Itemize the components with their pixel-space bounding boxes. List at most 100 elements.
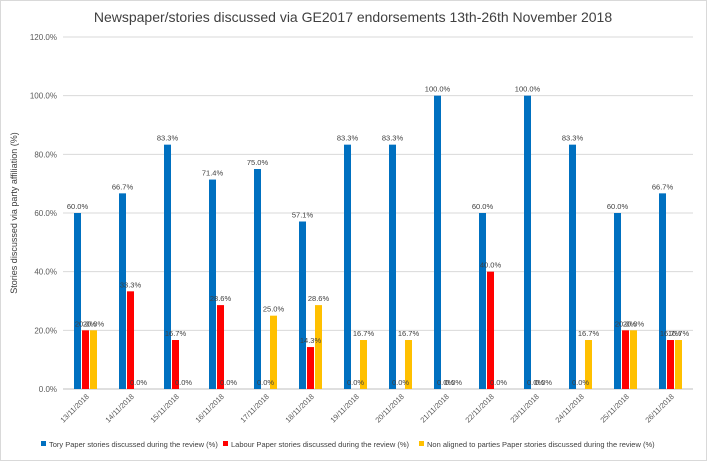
legend-label: Labour Paper stories discussed during th… [231, 440, 410, 449]
bar-series-2-13/11/2018 [90, 330, 97, 389]
bar-series-2-24/11/2018 [585, 340, 592, 389]
x-tick-label: 23/11/2018 [508, 392, 541, 425]
data-label: 28.6% [210, 294, 232, 303]
legend-label: Non aligned to parties Paper stories dis… [427, 440, 655, 449]
data-label: 83.3% [562, 134, 584, 143]
y-tick-label: 60.0% [34, 209, 57, 218]
bar-series-0-16/11/2018 [209, 179, 216, 389]
data-label: 0.0% [220, 378, 237, 387]
bar-series-0-20/11/2018 [389, 144, 396, 389]
data-label: 20.0% [75, 319, 97, 328]
data-label: 100.0% [425, 85, 451, 94]
data-label: 16.7% [668, 329, 690, 338]
data-label: 0.0% [572, 378, 589, 387]
legend-swatch [419, 441, 424, 446]
data-label: 66.7% [112, 182, 134, 191]
bar-series-0-15/11/2018 [164, 144, 171, 389]
bar-series-2-17/11/2018 [270, 315, 277, 389]
data-label: 71.4% [202, 169, 224, 178]
y-tick-label: 40.0% [34, 268, 57, 277]
data-label: 16.7% [165, 329, 187, 338]
y-tick-label: 0.0% [39, 385, 57, 394]
x-tick-label: 25/11/2018 [598, 392, 631, 425]
chart-title: Newspaper/stories discussed via GE2017 e… [94, 9, 613, 25]
y-tick-label: 80.0% [34, 150, 57, 159]
legend-label: Tory Paper stories discussed during the … [49, 440, 218, 449]
bar-series-1-14/11/2018 [127, 291, 134, 389]
x-tick-label: 24/11/2018 [553, 392, 586, 425]
x-tick-label: 21/11/2018 [418, 392, 451, 425]
y-tick-label: 20.0% [34, 326, 57, 335]
data-label: 0.0% [257, 378, 274, 387]
data-labels: 60.0%20.0%20.0%66.7%33.3%0.0%83.3%16.7%0… [67, 85, 690, 387]
data-label: 16.7% [398, 329, 420, 338]
bar-series-0-23/11/2018 [524, 95, 531, 390]
x-axis-ticks: 13/11/2018 14/11/2018 15/11/2018 16/11/2018… [58, 392, 676, 425]
data-label: 20.0% [615, 319, 637, 328]
data-label: 33.3% [120, 280, 142, 289]
data-label: 16.7% [353, 329, 375, 338]
bar-series-1-25/11/2018 [622, 330, 629, 389]
bar-series-0-21/11/2018 [434, 95, 441, 390]
x-tick-label: 22/11/2018 [463, 392, 496, 425]
data-label: 83.3% [337, 134, 359, 143]
y-axis-ticks: 0.0% 20.0% 40.0% 60.0% 80.0% 100.0% 120.0% [30, 33, 57, 394]
bar-series-2-19/11/2018 [360, 340, 367, 389]
x-tick-label: 20/11/2018 [373, 392, 406, 425]
data-label: 0.0% [347, 378, 364, 387]
x-tick-label: 16/11/2018 [193, 392, 226, 425]
x-tick-label: 15/11/2018 [148, 392, 181, 425]
bar-series-1-22/11/2018 [487, 271, 494, 389]
legend-swatch [223, 441, 228, 446]
bar-series-0-19/11/2018 [344, 144, 351, 389]
data-label: 0.0% [392, 378, 409, 387]
data-label: 0.0% [535, 378, 552, 387]
bar-series-0-13/11/2018 [74, 213, 81, 389]
data-label: 0.0% [445, 378, 462, 387]
data-label: 20.0% [83, 319, 105, 328]
bar-series-1-16/11/2018 [217, 305, 224, 389]
legend-swatch [41, 441, 46, 446]
data-label: 16.7% [660, 329, 682, 338]
bar-series-0-22/11/2018 [479, 213, 486, 389]
bar-series-2-26/11/2018 [675, 340, 682, 389]
bar-series-2-20/11/2018 [405, 340, 412, 389]
data-label: 16.7% [578, 329, 600, 338]
data-label: 60.0% [607, 202, 629, 211]
bar-series-1-15/11/2018 [172, 340, 179, 389]
data-label: 25.0% [263, 305, 285, 314]
data-label: 0.0% [130, 378, 147, 387]
x-tick-label: 19/11/2018 [328, 392, 361, 425]
data-label: 0.0% [175, 378, 192, 387]
bars [74, 95, 682, 390]
data-label: 57.1% [292, 211, 314, 220]
data-label: 66.7% [652, 182, 674, 191]
bar-series-2-25/11/2018 [630, 330, 637, 389]
data-label: 100.0% [515, 85, 541, 94]
data-label: 83.3% [157, 134, 179, 143]
bar-series-2-18/11/2018 [315, 305, 322, 389]
y-tick-label: 120.0% [30, 33, 57, 42]
data-label: 60.0% [67, 202, 89, 211]
legend: Tory Paper stories discussed during the … [41, 440, 655, 449]
x-tick-label: 26/11/2018 [643, 392, 676, 425]
data-label: 0.0% [437, 378, 454, 387]
bar-series-0-24/11/2018 [569, 144, 576, 389]
data-label: 20.0% [623, 319, 645, 328]
data-label: 75.0% [247, 158, 269, 167]
data-label: 0.0% [527, 378, 544, 387]
data-label: 14.3% [300, 336, 322, 345]
y-tick-label: 100.0% [30, 92, 57, 101]
bar-series-1-13/11/2018 [82, 330, 89, 389]
bar-series-1-26/11/2018 [667, 340, 674, 389]
bar-series-0-18/11/2018 [299, 221, 306, 389]
data-label: 83.3% [382, 134, 404, 143]
x-tick-label: 17/11/2018 [238, 392, 271, 425]
bar-series-0-26/11/2018 [659, 193, 666, 389]
x-tick-label: 18/11/2018 [283, 392, 316, 425]
bar-series-0-17/11/2018 [254, 169, 261, 389]
x-tick-label: 14/11/2018 [103, 392, 136, 425]
bar-series-0-14/11/2018 [119, 193, 126, 389]
